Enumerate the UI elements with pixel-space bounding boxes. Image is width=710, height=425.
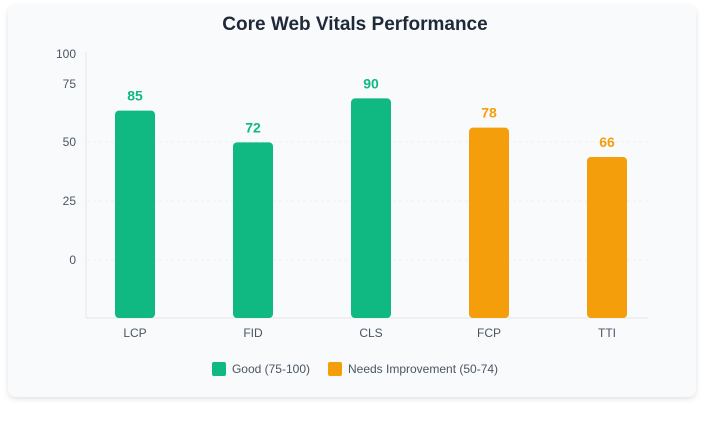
x-tick-label: FCP [477, 326, 501, 340]
y-tick-label: 50 [63, 135, 77, 149]
data-label: 85 [127, 88, 143, 104]
y-tick-label: 25 [63, 194, 77, 208]
chart-title: Core Web Vitals Performance [222, 14, 488, 35]
bar-tti [587, 156, 627, 318]
x-tick-label: TTI [598, 326, 616, 340]
bar-cls [351, 98, 391, 319]
bar-fid [233, 142, 273, 318]
legend-label-good: Good (75-100) [231, 362, 310, 376]
data-label: 66 [599, 134, 615, 150]
y-tick-label: 100 [56, 47, 76, 61]
data-label: 72 [245, 119, 261, 135]
y-tick-label: 0 [69, 253, 76, 267]
x-tick-label: LCP [123, 326, 146, 340]
bar-lcp [115, 110, 155, 318]
y-tick-label: 75 [63, 77, 77, 91]
legend-swatch-needs [327, 362, 342, 376]
bar-fcp [469, 127, 509, 319]
legend-item-needs[interactable]: Needs Improvement (50-74) [327, 362, 499, 376]
data-label: 78 [481, 105, 497, 121]
legend: Good (75-100) Needs Improvement (50-74) [0, 362, 710, 376]
x-tick-label: CLS [359, 326, 382, 340]
x-tick-label: FID [243, 326, 263, 340]
data-label: 90 [363, 75, 379, 91]
legend-swatch-good [211, 362, 226, 376]
legend-item-good[interactable]: Good (75-100) [211, 362, 310, 376]
legend-label-needs: Needs Improvement (50-74) [347, 362, 499, 376]
